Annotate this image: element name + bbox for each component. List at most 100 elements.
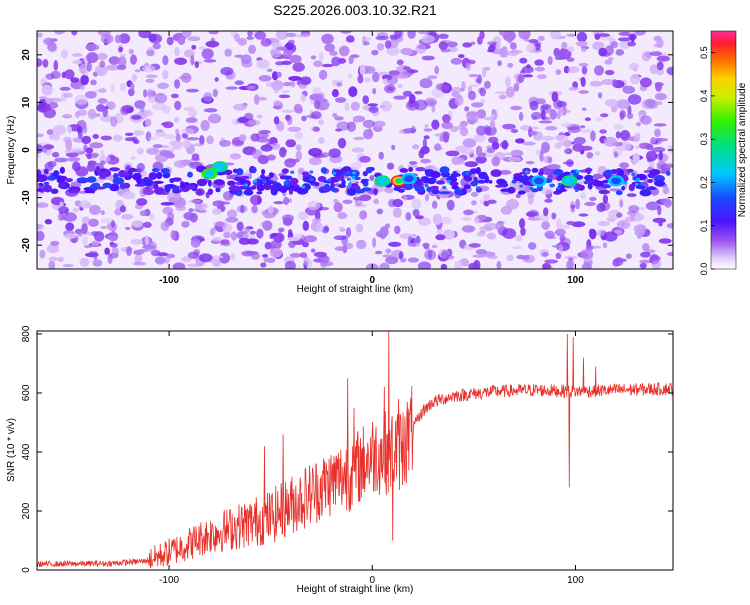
heatmap-cell <box>541 135 555 141</box>
heatmap-cell <box>611 105 618 113</box>
heatmap-cell <box>470 41 476 45</box>
heatmap-cell <box>610 41 619 49</box>
heatmap-speckle <box>528 178 533 182</box>
heatmap-cell <box>441 121 453 130</box>
heatmap-y-ticks: -20 -10 0 10 20 <box>21 49 673 252</box>
heatmap-cell <box>131 220 143 228</box>
heatmap-cell <box>106 234 117 240</box>
heatmap-cell <box>279 146 287 158</box>
heatmap-speckle <box>346 177 351 181</box>
heatmap-cell <box>434 143 442 152</box>
heatmap-y-tick-label: 20 <box>21 49 32 61</box>
heatmap-band-cell <box>615 190 623 196</box>
heatmap-speckle <box>631 172 636 176</box>
heatmap-cell <box>364 77 371 83</box>
heatmap-cell <box>535 149 541 156</box>
heatmap-cell <box>464 106 470 112</box>
heatmap-cell <box>599 129 607 134</box>
heatmap-speckle <box>332 171 337 175</box>
heatmap-band-cell <box>112 177 125 185</box>
heatmap-cell <box>473 216 480 224</box>
heatmap-cell <box>650 255 662 262</box>
heatmap-cell <box>136 147 144 155</box>
heatmap-band-cell <box>95 166 101 173</box>
heatmap-cell <box>411 198 422 210</box>
heatmap-cell <box>403 195 408 201</box>
heatmap-cell <box>431 105 436 113</box>
heatmap-band-cell <box>89 183 99 190</box>
heatmap-band-cell <box>260 173 266 180</box>
heatmap-cell <box>422 242 430 248</box>
heatmap-cell <box>273 116 280 125</box>
heatmap-cell <box>419 31 426 35</box>
heatmap-cell <box>267 205 274 215</box>
heatmap-hotspot <box>564 177 575 185</box>
heatmap-cell <box>311 126 320 132</box>
heatmap-cell <box>490 120 496 129</box>
heatmap-cell <box>438 41 448 50</box>
heatmap-band-cell <box>302 176 313 183</box>
heatmap-cell <box>284 158 296 168</box>
heatmap-cell <box>485 126 492 136</box>
heatmap-cell <box>537 74 547 80</box>
heatmap-cell <box>479 87 487 97</box>
heatmap-cell <box>174 100 182 111</box>
heatmap-cell <box>164 255 170 264</box>
heatmap-cell <box>157 82 169 90</box>
heatmap-cell <box>442 114 451 123</box>
heatmap-cell <box>310 248 316 253</box>
heatmap-band-cell <box>187 171 193 178</box>
heatmap-band-cell <box>169 178 175 184</box>
heatmap-cell <box>522 74 534 78</box>
heatmap-cell <box>79 200 91 209</box>
heatmap-band-cell <box>647 179 653 183</box>
heatmap-speckle <box>284 181 289 185</box>
heatmap-cell <box>301 115 307 122</box>
heatmap-cell <box>470 191 479 197</box>
heatmap-cell <box>555 218 563 230</box>
heatmap-cell <box>640 115 652 125</box>
heatmap-cell <box>440 263 448 269</box>
heatmap-cell <box>395 74 409 79</box>
heatmap-cell <box>495 42 501 50</box>
heatmap-cell <box>300 76 312 85</box>
heatmap-band-cell <box>331 187 337 193</box>
heatmap-cell <box>422 138 427 149</box>
heatmap-y-tick-label: 10 <box>21 96 32 108</box>
heatmap-cell <box>109 242 118 248</box>
heatmap-cell <box>592 173 604 180</box>
heatmap-cell <box>645 201 660 211</box>
heatmap-x-tick-label: -100 <box>159 275 179 286</box>
heatmap-cell <box>417 261 432 269</box>
heatmap-cell <box>372 237 377 248</box>
heatmap-cell <box>529 100 539 111</box>
heatmap-cell <box>357 74 364 84</box>
heatmap-cell <box>191 44 197 50</box>
heatmap-cell <box>528 39 539 44</box>
heatmap-cell <box>190 238 201 248</box>
heatmap-cell <box>359 155 371 163</box>
heatmap-cell <box>175 133 181 142</box>
heatmap-cell <box>369 175 375 181</box>
heatmap-cell <box>313 251 327 258</box>
heatmap-cell <box>152 42 161 50</box>
heatmap-cell <box>620 130 631 141</box>
colorbar: 0.0 0.1 0.2 0.3 0.4 0.5 Normalized spectral a… <box>699 30 748 275</box>
heatmap-cell <box>145 74 158 79</box>
heatmap-cell <box>537 35 545 41</box>
heatmap-cell <box>649 161 655 168</box>
heatmap-cell <box>412 144 420 150</box>
heatmap-cell <box>457 157 465 165</box>
heatmap-cell <box>468 262 479 269</box>
heatmap-speckle <box>309 177 314 182</box>
heatmap-cell <box>97 98 108 104</box>
heatmap-band-cell <box>439 166 450 174</box>
heatmap-cell <box>556 101 567 108</box>
heatmap-cell <box>458 54 465 59</box>
heatmap-cell <box>414 99 428 111</box>
heatmap-band-cell <box>475 167 481 175</box>
heatmap-cell <box>504 76 511 87</box>
heatmap-cell <box>540 187 553 195</box>
heatmap-cell <box>290 80 296 88</box>
heatmap-cell <box>594 65 604 76</box>
